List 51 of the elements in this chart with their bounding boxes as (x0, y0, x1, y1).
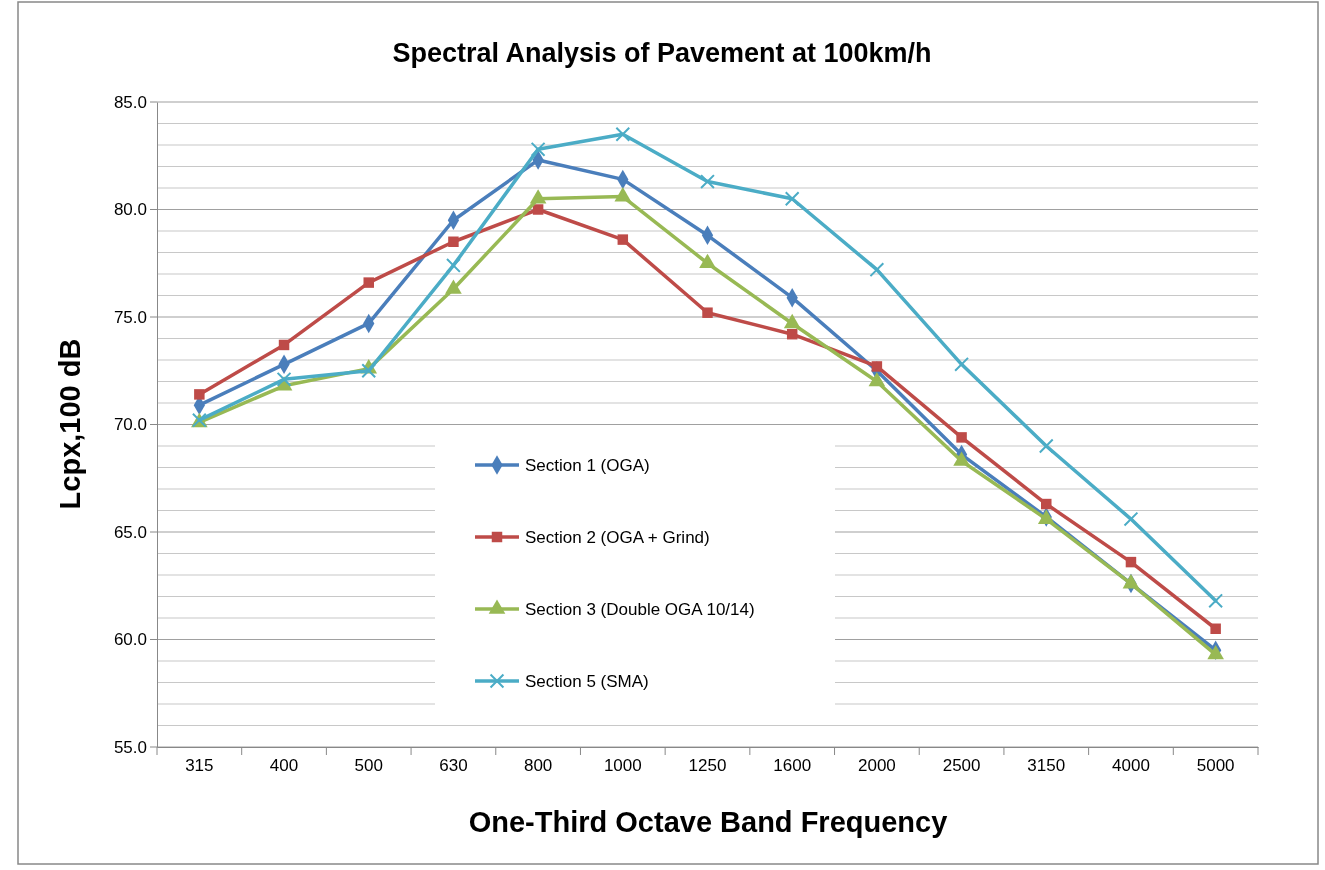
x-tick-label: 2500 (942, 756, 981, 776)
x-tick-label: 500 (354, 756, 383, 776)
point (361, 363, 377, 379)
x-tick-label: 5000 (1196, 756, 1235, 776)
point (1125, 556, 1137, 568)
point (194, 389, 205, 400)
y-axis-title: Lcpx,100 dB (54, 338, 86, 510)
point (445, 257, 461, 273)
y-tick-label: 75.0 (113, 307, 147, 327)
point (530, 141, 546, 157)
point (615, 126, 631, 142)
y-tick-label: 55.0 (113, 737, 147, 757)
x-tick-label: 3150 (1027, 756, 1066, 776)
point (702, 307, 713, 318)
point (1208, 593, 1224, 609)
point (532, 204, 544, 215)
legend-label: Section 3 (Double OGA 10/14) (525, 600, 755, 619)
x-tick-label: 2000 (857, 756, 896, 776)
x-axis-title: One-Third Octave Band Frequency (468, 806, 948, 838)
point (276, 371, 292, 387)
x-tick-label: 1250 (688, 756, 727, 776)
x-tick-label: 1600 (773, 756, 812, 776)
y-tick-label: 80.0 (113, 200, 147, 220)
legend-label: Section 5 (SMA) (525, 672, 649, 691)
chart-title: Spectral Analysis of Pavement at 100km/h (392, 38, 932, 68)
y-tick-label: 60.0 (113, 630, 147, 650)
legend-label: Section 2 (OGA + Grind) (525, 528, 710, 547)
point (278, 339, 290, 351)
y-tick-label: 65.0 (113, 522, 147, 542)
point (700, 174, 715, 189)
x-tick-label: 1000 (603, 756, 642, 776)
point (871, 361, 883, 372)
point (869, 262, 885, 278)
point (954, 356, 970, 372)
x-tick-label: 4000 (1112, 756, 1150, 776)
x-tick-label: 630 (439, 756, 468, 776)
point (1210, 623, 1221, 634)
point (784, 191, 800, 207)
x-tick-label: 400 (269, 756, 299, 776)
x-tick-label: 315 (185, 756, 214, 776)
point (448, 236, 459, 247)
point (956, 432, 967, 443)
point (786, 328, 798, 340)
x-tick-label: 800 (523, 756, 553, 776)
y-tick-label: 70.0 (113, 415, 147, 435)
legend-label: Section 1 (OGA) (525, 456, 650, 475)
y-tick-label: 85.0 (113, 92, 147, 112)
point (1123, 511, 1139, 527)
point (1041, 498, 1052, 510)
point (617, 234, 629, 245)
point (363, 277, 374, 288)
